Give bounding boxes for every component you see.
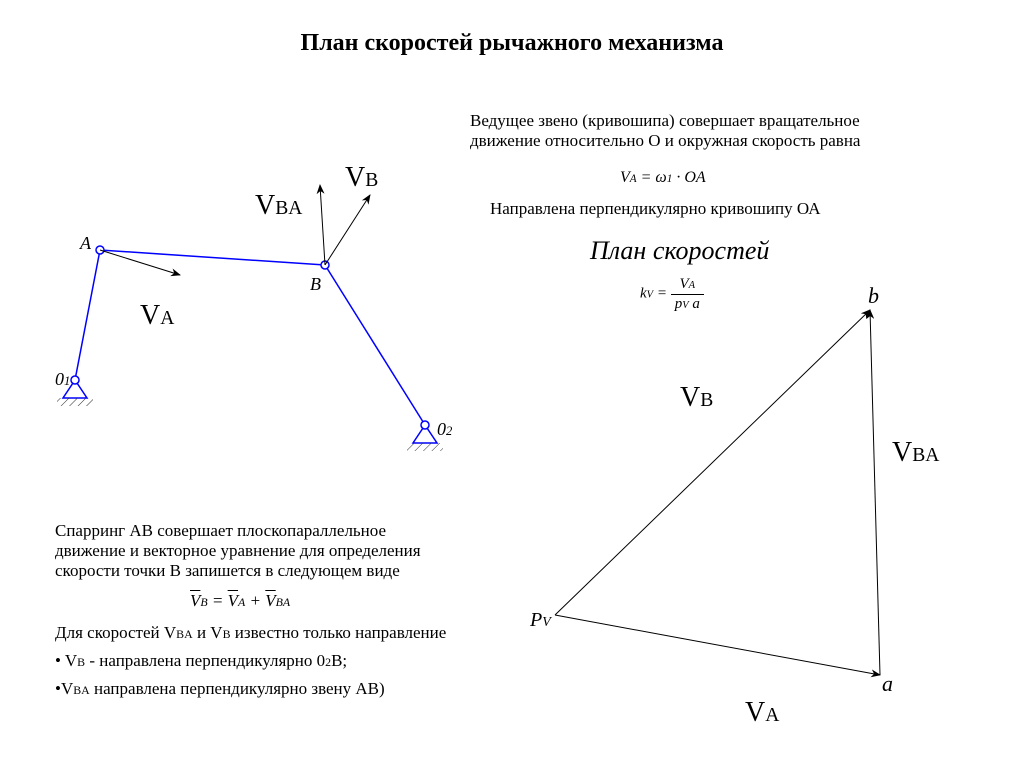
label-b-mech: B — [310, 273, 321, 296]
plan-va — [555, 615, 880, 675]
velocity-arrows — [100, 185, 370, 275]
text-direction: Направлена перпендикулярно кривошипу ОА — [490, 198, 821, 219]
label-vb-mech: VB — [345, 160, 378, 195]
arrow-vb — [325, 195, 370, 265]
text-sparring-2: движение и векторное уравнение для опред… — [55, 540, 421, 561]
label-vb-plan: VB — [680, 380, 713, 415]
joint-o1 — [71, 376, 79, 384]
text-intro-line1: Ведущее звено (кривошипа) совершает вращ… — [470, 110, 860, 131]
text-known: Для скоростей VBA и VB известно только н… — [55, 622, 446, 643]
formula-kv: kV = VApV a — [640, 275, 704, 314]
text-sparring-3: скорости точки В запишется в следующем в… — [55, 560, 400, 581]
label-va-mech: VA — [140, 298, 174, 333]
bullet-1: • VB - направлена перпендикулярно 02B; — [55, 650, 347, 671]
bullet-2: •VBA направлена перпендикулярно звену АВ… — [55, 678, 385, 699]
label-va-plan: VA — [745, 695, 779, 730]
plan-title: План скоростей — [590, 235, 769, 268]
plan-vb — [555, 310, 870, 615]
link-b-o2 — [325, 265, 425, 425]
label-o1: 01 — [55, 368, 70, 391]
link-a-b — [100, 250, 325, 265]
formula-vector: VB = VA + VBA — [190, 590, 290, 611]
link-o1-a — [75, 250, 100, 380]
arrow-vba — [320, 185, 325, 265]
label-a: A — [80, 232, 91, 255]
label-b-plan: b — [868, 282, 879, 310]
joint-o2 — [421, 421, 429, 429]
label-vba-mech: VBA — [255, 188, 302, 223]
label-vba-plan: VBA — [892, 435, 939, 470]
formula-va: VA = ω1 · OA — [620, 168, 706, 188]
label-pv: PV — [530, 608, 551, 633]
label-o2: 02 — [437, 418, 452, 441]
text-sparring-1: Спарринг AB совершает плоскопараллельное — [55, 520, 386, 541]
label-a-plan: a — [882, 670, 893, 698]
mechanism-diagram — [57, 246, 443, 451]
text-intro-line2: движение относительно О и окружная скоро… — [470, 130, 860, 151]
arrow-va — [100, 250, 180, 275]
plan-vba — [870, 310, 880, 675]
velocity-plan — [555, 310, 880, 675]
